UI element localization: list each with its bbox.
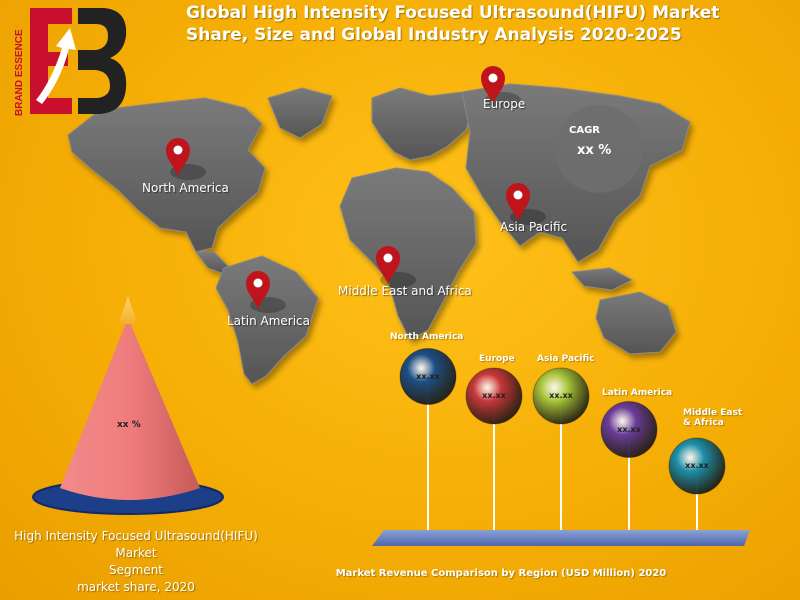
- bubble-europe: [465, 367, 523, 425]
- map-label-middle-east-africa: Middle East and Africa: [338, 284, 472, 298]
- cone-chart: [32, 296, 224, 515]
- bubble-value-label: xx.xx: [685, 461, 709, 470]
- revenue-chart-caption: Market Revenue Comparison by Region (USD…: [335, 568, 667, 579]
- map-label-latin-america: Latin America: [227, 314, 310, 328]
- title-line-2: Share, Size and Global Industry Analysis…: [186, 25, 682, 45]
- location-pin-icon-north-america: [166, 138, 206, 180]
- bubble-latin-america: [600, 401, 658, 458]
- location-pin-icon-middle-east-africa: [376, 246, 416, 288]
- pin-body: [166, 138, 190, 176]
- bubble-value-label: xx.xx: [549, 391, 573, 400]
- logo-text: BRAND ESSENCE: [14, 29, 25, 116]
- map-label-north-america: North America: [142, 181, 229, 195]
- pin-hole: [173, 145, 183, 155]
- logo-b-shape: [78, 8, 127, 114]
- segment-caption-line-1: High Intensity Focused Ultrasound(HIFU) …: [14, 529, 258, 560]
- cagr-label: CAGR: [569, 125, 600, 136]
- bubble-category-label: North America: [390, 331, 464, 342]
- pin-body: [246, 271, 270, 309]
- bubble-north-america: [399, 348, 457, 405]
- page-title: Global High Intensity Focused Ultrasound…: [186, 2, 746, 46]
- bubble-category-label: Asia Pacific: [537, 354, 595, 364]
- bubble-category-label: Middle East & Africa: [683, 408, 743, 428]
- segment-caption-line-2: Segment: [109, 563, 163, 577]
- bubble-category-label: Europe: [479, 354, 515, 364]
- brand-essence-logo: BRAND ESSENCE: [14, 8, 127, 116]
- cone-value-label: xx %: [117, 420, 141, 430]
- pin-hole: [383, 253, 393, 263]
- chart-platform: [372, 530, 750, 546]
- location-pin-icon-europe: [481, 66, 521, 108]
- segment-caption: High Intensity Focused Ultrasound(HIFU) …: [0, 528, 272, 596]
- pin-hole: [488, 73, 498, 83]
- bubble-category-label: Latin America: [602, 387, 673, 398]
- pin-body: [376, 246, 400, 284]
- pin-body: [481, 66, 505, 104]
- location-pin-icon-latin-america: [246, 271, 286, 313]
- australia-landmass: [595, 291, 677, 355]
- logo-arrow-icon: [36, 28, 76, 104]
- cagr-circle: [555, 105, 643, 193]
- greenland-landmass: [267, 87, 333, 139]
- bubble-value-label: xx.xx: [416, 371, 440, 381]
- bubble-middle-east-africa: [668, 437, 726, 495]
- europe-landmass: [371, 87, 475, 161]
- segment-caption-line-3: market share, 2020: [77, 580, 195, 594]
- map-label-europe: Europe: [483, 97, 526, 111]
- pin-hole: [513, 190, 523, 200]
- map-label-asia-pacific: Asia Pacific: [500, 220, 568, 234]
- pin-hole: [253, 278, 263, 288]
- bubble-asia-pacific: [532, 367, 590, 425]
- north-america-landmass: [67, 97, 266, 253]
- southeast-asia-islands: [571, 267, 634, 291]
- cone-slice: [60, 318, 200, 500]
- cagr-value: xx %: [577, 143, 612, 158]
- south-america-landmass: [215, 255, 319, 385]
- cone-tip: [119, 296, 137, 324]
- bubble-value-label: xx.xx: [617, 424, 641, 434]
- africa-landmass: [339, 167, 477, 341]
- location-pin-icon-asia-pacific: [506, 183, 546, 225]
- pin-body: [506, 183, 530, 221]
- bubble-value-label: xx.xx: [482, 391, 506, 400]
- title-line-1: Global High Intensity Focused Ultrasound…: [186, 3, 720, 23]
- logo-e-shape: [30, 8, 72, 114]
